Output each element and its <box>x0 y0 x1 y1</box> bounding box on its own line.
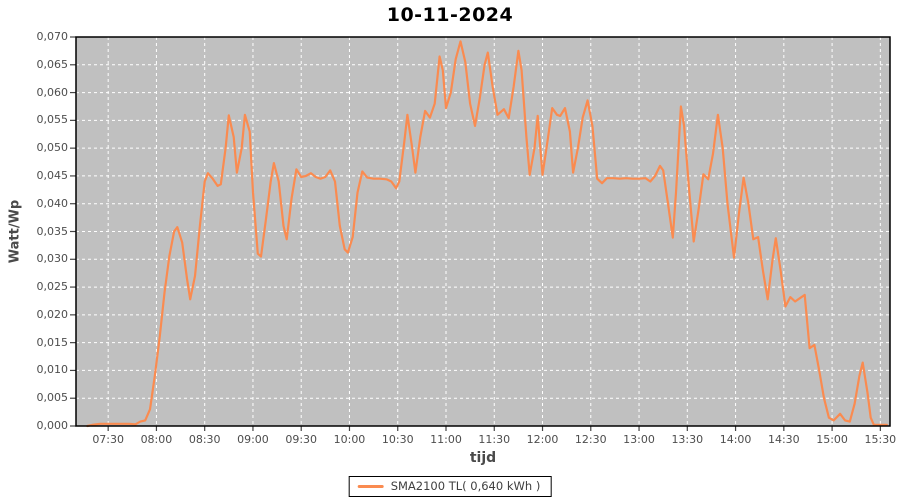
y-tick-label: 0,035 <box>36 224 69 238</box>
y-tick-label: 0,015 <box>36 335 69 349</box>
y-tick-label: 0,040 <box>36 196 69 210</box>
x-axis-title: tijd <box>469 450 497 466</box>
plot-border <box>75 36 891 427</box>
y-tick-label: 0,060 <box>36 85 69 99</box>
x-tick-label: 11:30 <box>478 433 511 446</box>
x-tick-label: 07:30 <box>92 433 125 446</box>
x-tick-label: 13:00 <box>623 433 655 446</box>
y-tick-label: 0,000 <box>36 419 69 432</box>
y-tick-label: 0,065 <box>36 57 69 71</box>
x-tick-label: 11:00 <box>430 433 462 446</box>
x-tick-label: 08:30 <box>188 433 221 446</box>
y-tick-label: 0,055 <box>36 113 69 127</box>
y-tick-label: 0,020 <box>36 307 69 321</box>
x-tick-label: 15:30 <box>864 433 897 446</box>
x-tick-label: 15:00 <box>816 433 848 446</box>
chart-title: 10-11-2024 <box>386 4 514 26</box>
legend-line-swatch <box>357 484 384 488</box>
y-tick-label: 0,005 <box>36 391 69 405</box>
x-tick-label: 12:00 <box>526 433 559 446</box>
x-tick-label: 13:30 <box>671 433 704 446</box>
x-tick-label: 10:00 <box>333 433 366 446</box>
legend: SMA2100 TL( 0,640 kWh ) <box>348 476 552 497</box>
x-tick-label: 08:00 <box>140 433 173 446</box>
y-tick-label: 0,045 <box>36 168 69 182</box>
y-tick-label: 0,010 <box>36 363 69 377</box>
x-tick-label: 09:00 <box>237 433 269 446</box>
x-tick-label: 14:30 <box>767 433 800 446</box>
y-tick-label: 0,030 <box>36 252 69 266</box>
x-tick-label: 14:00 <box>719 433 752 446</box>
x-tick-label: 10:30 <box>381 433 414 446</box>
y-tick-label: 0,025 <box>36 280 69 294</box>
series-line <box>86 40 888 428</box>
x-tick-label: 09:30 <box>285 433 318 446</box>
x-tick-label: 12:30 <box>574 433 607 446</box>
y-tick-label: 0,050 <box>36 141 69 155</box>
y-tick-label: 0,070 <box>36 30 69 43</box>
legend-series-label: SMA2100 TL( 0,640 kWh ) <box>390 479 541 493</box>
